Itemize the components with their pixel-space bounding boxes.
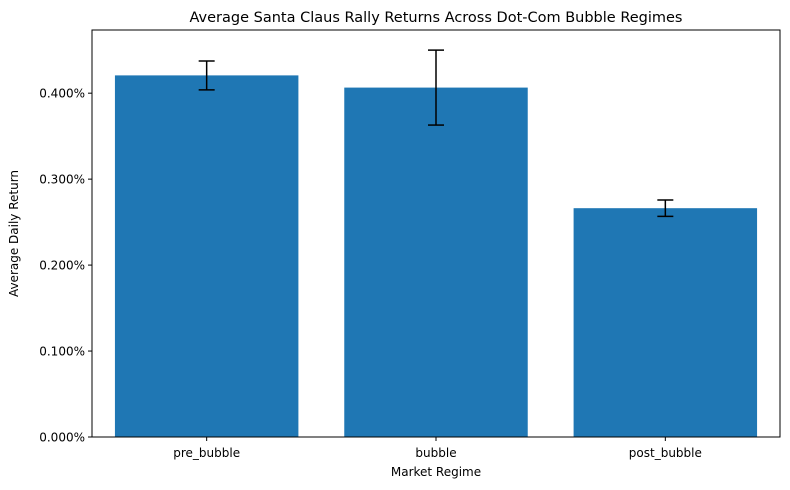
error-bars-layer: [198, 49, 674, 218]
bar-bubble: [344, 87, 528, 438]
bar-pre_bubble: [114, 75, 299, 437]
x-tick-label-bubble: bubble: [415, 446, 456, 460]
y-tick-label: 0.200%: [39, 259, 85, 273]
x-tick-label-pre_bubble: pre_bubble: [173, 446, 240, 460]
y-tick-label: 0.100%: [39, 345, 85, 359]
y-tick-label: 0.000%: [39, 431, 85, 445]
y-tick-label: 0.400%: [39, 87, 85, 101]
bars-layer: [114, 75, 758, 438]
x-axis: pre_bubble bubble post_bubble: [173, 437, 702, 460]
y-axis: 0.000% 0.100% 0.200% 0.300% 0.400%: [39, 87, 92, 445]
chart-title: Average Santa Claus Rally Returns Across…: [189, 10, 682, 26]
x-tick-label-post_bubble: post_bubble: [629, 446, 702, 460]
bar-post_bubble: [573, 208, 758, 437]
y-axis-label: Average Daily Return: [7, 170, 21, 297]
y-tick-label: 0.300%: [39, 173, 85, 187]
x-axis-label: Market Regime: [391, 465, 481, 479]
